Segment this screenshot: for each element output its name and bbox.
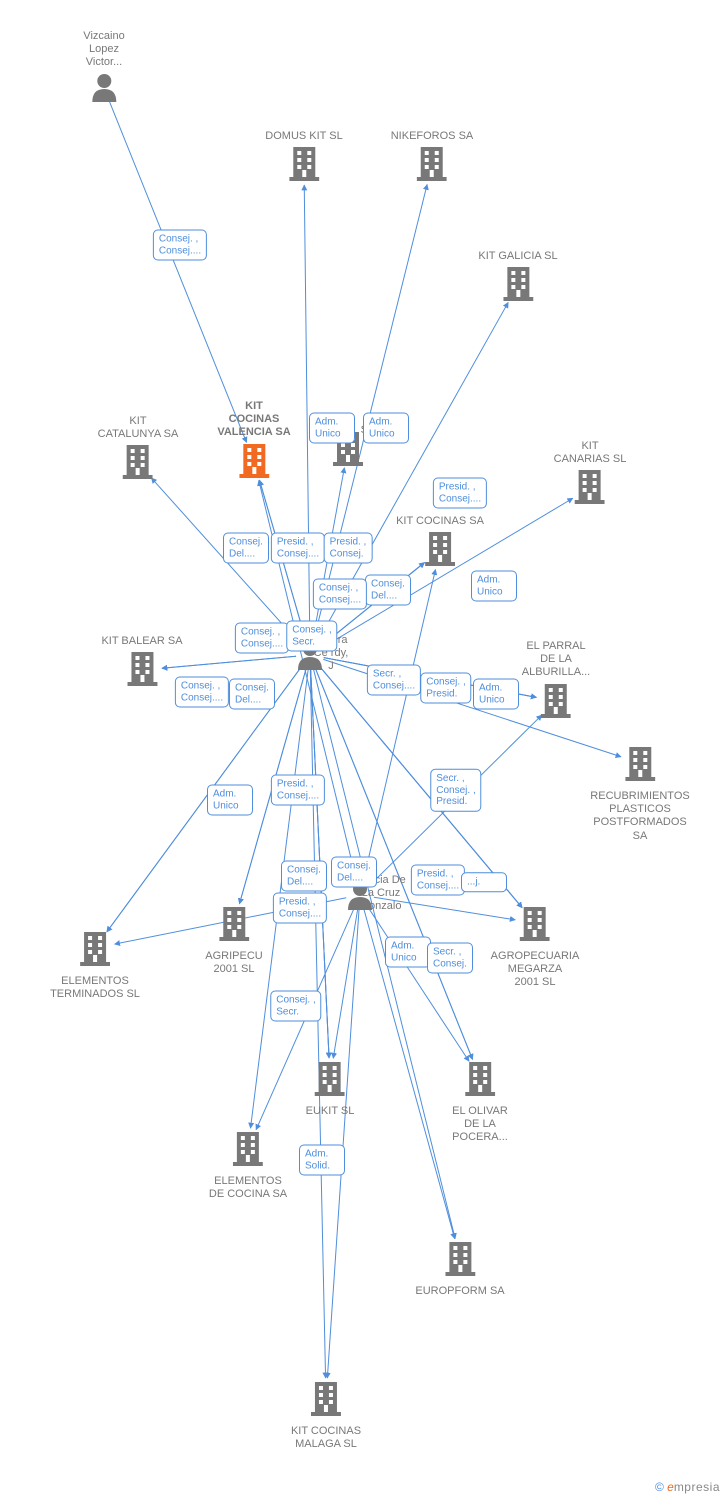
building-icon [425,530,455,571]
node-recubr[interactable]: RECUBRIMIENTOSPLASTICOSPOSTFORMADOS SA [590,745,689,843]
edge-label: Presid. ,Consej.... [271,775,325,806]
edge-label: Adm.Unico [363,413,409,444]
node-elementosterm[interactable]: ELEMENTOSTERMINADOS SL [50,930,140,1001]
edge-label: Adm.Unico [385,937,431,968]
edge-label: Consej.Del.... [229,679,275,710]
node-label: AGROPECUARIAMEGARZA2001 SL [491,950,580,990]
footer-attribution: © empresia [655,1480,720,1494]
building-icon [520,905,550,946]
node-europform[interactable]: EUROPFORM SA [415,1240,504,1298]
node-nikeforos[interactable]: NIKEFOROS SA [391,130,474,186]
node-label: ELEMENTOSTERMINADOS SL [50,975,140,1001]
edge-label: Consej.Del.... [223,533,269,564]
edge-line [368,907,469,1062]
node-kitbalear[interactable]: KIT BALEAR SA [101,635,182,691]
node-label: VizcainoLopezVictor... [83,30,124,70]
node-label: KITCOCINASVALENCIA SA [217,400,290,440]
node-label: KITCANARIAS SL [554,440,627,466]
edge-label: Adm.Solid. [299,1145,345,1176]
node-elementoscoc[interactable]: ELEMENTOSDE COCINA SA [209,1130,287,1201]
edge-label: Presid. ,Consej.... [433,478,487,509]
building-icon [123,443,153,484]
brand-rest: mpresia [674,1480,720,1494]
node-eukit[interactable]: EUKIT SL [306,1060,355,1118]
node-vizcaino[interactable]: VizcainoLopezVictor... [83,30,124,107]
edge-line [333,909,357,1058]
edge-label: Consej. ,Secr. [286,621,337,652]
edge-line [109,101,246,442]
edge-line [363,569,435,881]
node-agropecmeg[interactable]: AGROPECUARIAMEGARZA2001 SL [491,905,580,990]
node-label: EUKIT SL [306,1105,355,1118]
building-icon [575,468,605,509]
edge-label: Adm.Unico [309,413,355,444]
edge-label: Presid. ,Consej.... [271,533,325,564]
building-icon [315,1060,345,1101]
edge-line [304,185,310,641]
node-elparral[interactable]: EL PARRALDE LAALBURILLA... [522,640,590,723]
edge-label: Presid. ,Consej.... [273,893,327,924]
building-icon [80,930,110,971]
building-icon [311,1380,341,1421]
edge-label: Adm.Unico [473,679,519,710]
person-icon [90,72,118,107]
edge-label: Consej. ,Consej.... [153,230,207,261]
node-label: KIT COCINAS SA [396,515,484,528]
node-kitcanarias[interactable]: KITCANARIAS SL [554,440,627,509]
copyright-symbol: © [655,1480,664,1494]
edge-label: Adm.Unico [207,785,253,816]
edge-label: Consej.Del.... [365,575,411,606]
node-kitmalaga[interactable]: KIT COCINASMALAGA SL [291,1380,361,1451]
edge-label: Consej. ,Consej.... [235,623,289,654]
edge-label: Secr. ,Consej. [427,943,473,974]
building-icon [625,745,655,786]
node-label: EUROPFORM SA [415,1285,504,1298]
edge-label: Secr. ,Consej.... [367,665,421,696]
edge-label: Consej. ,Consej.... [175,677,229,708]
building-icon [417,145,447,186]
building-icon [445,1240,475,1281]
node-kitgalicia[interactable]: KIT GALICIA SL [478,250,557,306]
node-label: KITCATALUNYA SA [98,415,179,441]
building-icon [127,650,157,691]
node-label: RECUBRIMIENTOSPLASTICOSPOSTFORMADOS SA [590,790,689,843]
brand-first-letter: e [667,1480,674,1494]
building-icon [289,145,319,186]
node-label: EL PARRALDE LAALBURILLA... [522,640,590,680]
diagram-canvas: VizcainoLopezVictor... DOMUS KIT SL NIKE… [0,0,728,1500]
node-label: AGRIPECU2001 SL [205,950,262,976]
edge-label: Secr. ,Consej. ,Presid. [430,769,481,812]
node-label: EL OLIVARDE LAPOCERA... [452,1105,508,1145]
building-icon [465,1060,495,1101]
building-icon [503,265,533,306]
edge-label: Presid. ,Consej.... [411,865,465,896]
edge-line [327,909,359,1378]
node-label: KIT BALEAR SA [101,635,182,648]
node-label: ELEMENTOSDE COCINA SA [209,1175,287,1201]
edge-label: Consej. ,Presid. [420,673,471,704]
node-kitcocinasval[interactable]: KITCOCINASVALENCIA SA [217,400,290,483]
node-kitcocinassa[interactable]: KIT COCINAS SA [396,515,484,571]
edge-label: Consej. ,Secr. [270,991,321,1022]
edge-label: Presid. ,Consej. [324,533,373,564]
edge-label: Consej.Del.... [331,857,377,888]
node-label: DOMUS KIT SL [265,130,342,143]
edge-label: Consej.Del.... [281,861,327,892]
building-icon [541,682,571,723]
building-icon [219,905,249,946]
building-icon [233,1130,263,1171]
node-label: KIT GALICIA SL [478,250,557,263]
node-elolivar[interactable]: EL OLIVARDE LAPOCERA... [452,1060,508,1145]
edge-label: Consej. ,Consej.... [313,579,367,610]
node-label: KIT COCINASMALAGA SL [291,1425,361,1451]
node-label: NIKEFOROS SA [391,130,474,143]
node-domus[interactable]: DOMUS KIT SL [265,130,342,186]
edge-label: ...j. [461,872,507,892]
edge-label: Adm.Unico [471,571,517,602]
node-kitcatalunya[interactable]: KITCATALUNYA SA [98,415,179,484]
node-agripecu[interactable]: AGRIPECU2001 SL [205,905,262,976]
building-icon [239,442,269,483]
